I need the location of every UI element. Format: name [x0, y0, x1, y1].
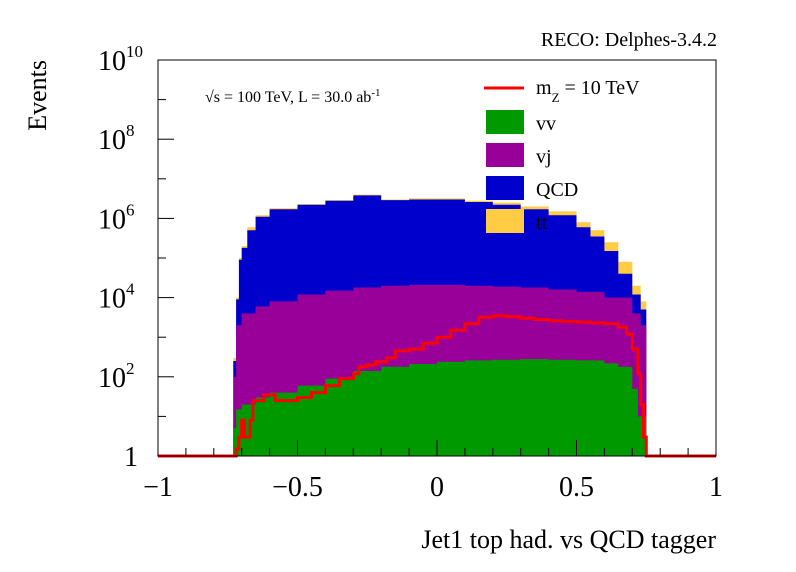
fill-vv	[230, 359, 647, 456]
legend-signal-rest: = 10 TeV	[560, 77, 641, 99]
x-tick-label: 1	[709, 472, 723, 503]
signal-curve	[158, 314, 716, 458]
svg-text:QCD: QCD	[536, 179, 578, 201]
y-tick-label: 106	[98, 200, 135, 235]
y-tick-label: 1010	[98, 42, 143, 77]
reco-label: RECO: Delphes-3.4.2	[541, 29, 717, 51]
svg-text:vv: vv	[536, 113, 556, 135]
legend-signal: mZ = 10 TeV	[484, 77, 640, 105]
legend: mZ = 10 TeV vv vj QCD tt	[484, 77, 640, 234]
x-tick-label: −1	[143, 472, 173, 503]
svg-text:√s = 100 TeV, L = 30.0 ab-1: √s = 100 TeV, L = 30.0 ab-1	[205, 87, 380, 106]
y-tick-label: 104	[98, 280, 135, 315]
legend-qcd: QCD	[486, 176, 578, 201]
energy-label: √s = 100 TeV, L = 30.0 ab-1	[205, 87, 380, 106]
legend-vj: vj	[486, 143, 552, 168]
sqrt-symbol: √	[205, 89, 214, 106]
energy-sup: -1	[371, 87, 380, 99]
signal-line	[158, 314, 716, 458]
x-tick-label: 0	[430, 472, 444, 503]
x-tick-label: 0.5	[559, 472, 594, 503]
x-axis-label: Jet1 top had. vs QCD tagger	[421, 525, 716, 554]
legend-signal-base: m	[536, 77, 552, 99]
legend-signal-sub: Z	[552, 90, 560, 105]
y-tick-label: 102	[98, 359, 135, 394]
svg-text:RECO: Delphes-3.4.2: RECO: Delphes-3.4.2	[541, 29, 717, 51]
svg-text:Events: Events	[23, 60, 52, 131]
y-tick-label: 108	[98, 121, 135, 156]
svg-text:Jet1 top had. vs QCD tagger: Jet1 top had. vs QCD tagger	[421, 525, 716, 554]
y-tick-label: 1	[124, 442, 138, 473]
stacked-fills	[230, 194, 647, 456]
x-tick-label: −0.5	[272, 472, 323, 503]
svg-text:tt: tt	[536, 212, 548, 234]
svg-text:mZ = 10 TeV: mZ = 10 TeV	[536, 77, 640, 105]
legend-tt: tt	[486, 209, 548, 234]
svg-text:vj: vj	[536, 146, 552, 168]
legend-vv: vv	[486, 110, 556, 135]
axes: −1 −0.5 0 0.5 1 1 102 104 106 108 1010	[98, 42, 723, 503]
sqrt-s: s	[214, 89, 220, 106]
energy-text: = 100 TeV, L = 30.0 ab	[220, 89, 371, 106]
y-axis-label: Events	[23, 60, 52, 131]
